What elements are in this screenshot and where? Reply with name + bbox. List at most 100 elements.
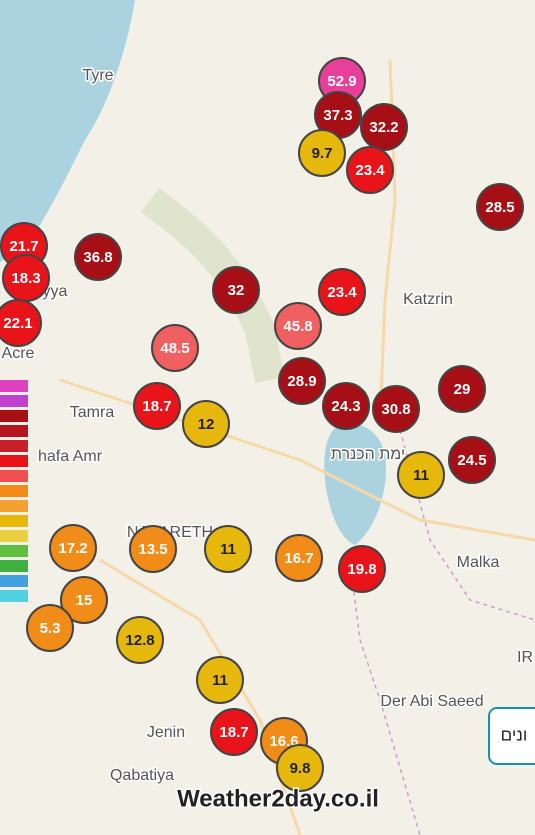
marker-label: 18.7: [219, 724, 248, 741]
button-label[interactable]: ונים: [501, 725, 528, 744]
marker: [476, 183, 524, 231]
marker: [275, 534, 323, 582]
place-label: hafa Amr: [38, 448, 103, 465]
legend-band: [0, 395, 28, 407]
marker-label: 5.3: [40, 620, 61, 637]
marker: [210, 708, 258, 756]
marker: [49, 524, 97, 572]
marker-label: 9.7: [312, 145, 333, 162]
marker: [212, 266, 260, 314]
marker: [322, 382, 370, 430]
marker-label: 45.8: [283, 318, 312, 335]
marker-label: 21.7: [9, 238, 38, 255]
marker-label: 32: [228, 282, 245, 299]
marker-label: 15: [76, 592, 93, 609]
marker-label: 12: [198, 416, 215, 433]
marker: [60, 576, 108, 624]
marker-label: 24.3: [331, 398, 360, 415]
marker: [204, 525, 252, 573]
marker-label: 17.2: [58, 540, 87, 557]
marker: [448, 436, 496, 484]
marker-label: 29: [454, 381, 471, 398]
marker: [276, 744, 324, 792]
marker-label: 18.7: [142, 398, 171, 415]
marker-label: 28.9: [287, 373, 316, 390]
marker: [360, 103, 408, 151]
marker: [274, 302, 322, 350]
marker: [372, 385, 420, 433]
marker-label: 32.2: [369, 119, 398, 136]
marker: [196, 656, 244, 704]
marker-label: 11: [212, 672, 228, 689]
marker: [74, 233, 122, 281]
marker: [397, 451, 445, 499]
terrain: [140, 188, 285, 383]
marker: [151, 324, 199, 372]
marker: [346, 146, 394, 194]
marker: [318, 268, 366, 316]
marker-label: 13.5: [138, 541, 167, 558]
legend-button[interactable]: [488, 707, 535, 765]
marker-label: 16.7: [284, 550, 313, 567]
marker-label: 11: [220, 541, 236, 558]
legend-band: [0, 440, 28, 452]
marker: [182, 400, 230, 448]
marker: [129, 525, 177, 573]
legend: [0, 380, 28, 602]
legend-band: [0, 470, 28, 482]
sea: [0, 0, 135, 262]
legend-band: [0, 560, 28, 572]
marker-label: 52.9: [327, 73, 356, 90]
marker-label: 23.4: [327, 284, 357, 301]
marker: [338, 545, 386, 593]
place-label: ימת הכנרת: [331, 446, 405, 463]
place-label: Acre: [2, 345, 35, 362]
marker: [133, 382, 181, 430]
legend-band: [0, 485, 28, 497]
marker-label: 48.5: [160, 340, 189, 357]
marker: [438, 365, 486, 413]
place-label: Malka: [457, 554, 500, 571]
marker-label: 9.8: [290, 760, 311, 777]
legend-band: [0, 410, 28, 422]
legend-band: [0, 590, 28, 602]
markers: 52.9 37.3 32.2 9.7 23.4 28.5 21.7 18.3 36.8 22.1 3…: [0, 57, 524, 792]
marker: [26, 604, 74, 652]
marker-label: 23.4: [355, 162, 385, 179]
place-label: Jenin: [147, 724, 185, 741]
place-label: IR: [517, 649, 533, 666]
marker-label: 19.8: [347, 561, 376, 578]
marker: [0, 299, 42, 347]
legend-band: [0, 425, 28, 437]
legend-band: [0, 380, 28, 392]
marker-label: 22.1: [3, 315, 32, 332]
lake: [324, 423, 386, 545]
legend-band: [0, 545, 28, 557]
marker-label: 28.5: [485, 199, 514, 216]
marker-label: 12.8: [125, 632, 154, 649]
marker-label: 24.5: [457, 452, 486, 469]
marker-label: 36.8: [83, 249, 112, 266]
place-label: Tamra: [70, 404, 115, 421]
border: [349, 559, 421, 835]
watermark: Weather2day.co.il: [177, 785, 379, 812]
marker-label: 18.3: [11, 270, 40, 287]
marker: [278, 357, 326, 405]
place-label: Der Abi Saeed: [380, 693, 483, 710]
marker-label: 37.3: [323, 107, 352, 124]
legend-band: [0, 530, 28, 542]
place-label: Qabatiya: [110, 767, 174, 784]
place-label: Tyre: [82, 67, 113, 84]
marker-label: 30.8: [381, 401, 410, 418]
legend-band: [0, 575, 28, 587]
place-label: Katzrin: [403, 291, 453, 308]
marker-label: 11: [413, 467, 429, 484]
legend-band: [0, 455, 28, 467]
legend-band: [0, 500, 28, 512]
marker: [116, 616, 164, 664]
marker: [298, 129, 346, 177]
